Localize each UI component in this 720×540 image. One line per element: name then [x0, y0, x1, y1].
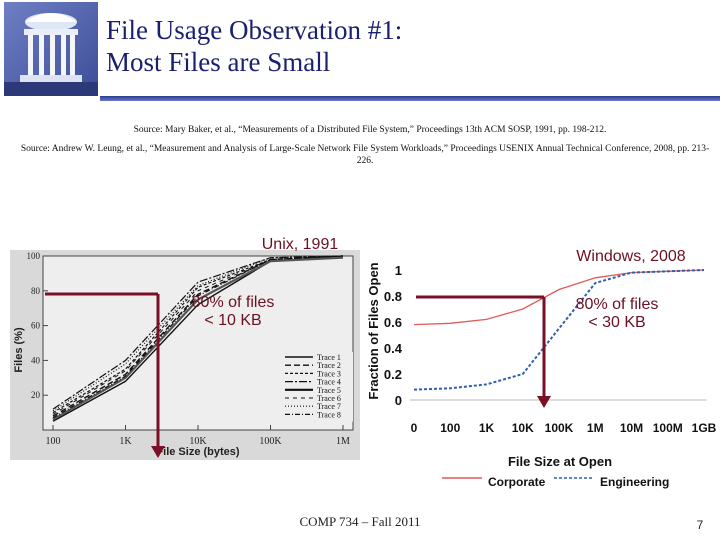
title-line-2: Most Files are Small — [106, 47, 331, 77]
x-tick-label: 100M — [653, 421, 683, 435]
unix-annotation-line-2: < 10 KB — [204, 312, 262, 329]
x-tick-label: 0 — [411, 421, 418, 435]
windows-annotation: 80% of files < 30 KB — [554, 296, 680, 332]
y-tick-label: 100 — [27, 251, 41, 261]
series-line — [413, 269, 705, 326]
legend-entry: Trace 5 — [317, 386, 341, 395]
x-tick-label: 100K — [259, 436, 282, 447]
y-axis-label: Fraction of Files Open — [366, 262, 381, 399]
legend-entry: Trace 3 — [317, 369, 341, 378]
legend-entry: Trace 1 — [317, 353, 341, 362]
unix-chart-label: Unix, 1991 — [261, 236, 339, 253]
x-tick-label: 1M — [336, 436, 350, 447]
y-axis-label: Files (%) — [13, 327, 25, 373]
page-number: 7 — [696, 518, 704, 532]
title-divider — [100, 96, 720, 101]
legend-entry: Engineering — [600, 475, 669, 489]
legend-box — [281, 352, 353, 422]
trace-line — [52, 255, 344, 415]
trace-line — [52, 255, 344, 417]
y-tick-label: 0 — [395, 393, 402, 408]
unix-annotation-line-1: 80% of files — [191, 294, 275, 311]
y-tick-label: 60 — [31, 321, 41, 331]
x-tick-label: 1K — [479, 421, 495, 435]
legend-entry: Trace 8 — [317, 410, 341, 419]
legend-entry: Corporate — [488, 475, 546, 489]
legend-entry: Trace 6 — [317, 394, 341, 403]
y-tick-label: 1 — [395, 263, 402, 278]
x-tick-label: 100K — [545, 421, 574, 435]
y-tick-label: 20 — [31, 390, 41, 400]
y-tick-label: 40 — [31, 355, 41, 365]
slide-title: File Usage Observation #1: Most Files ar… — [106, 14, 402, 78]
left-arrowhead — [151, 446, 165, 458]
source-citation-1: Source: Mary Baker, et al., “Measurement… — [133, 125, 607, 135]
trace-line — [52, 256, 344, 421]
y-tick-label: 0.2 — [384, 367, 402, 382]
right-arrowhead — [537, 396, 551, 408]
y-tick-label: 0.6 — [384, 315, 402, 330]
footer-course: COMP 734 – Fall 2011 — [299, 514, 421, 529]
legend-entry: Trace 4 — [317, 378, 341, 387]
windows-2008-chart: 0 0.2 0.4 0.6 0.8 1 0 100 1K 10K 100K 1M 10M 100M 1GB… — [366, 262, 717, 489]
x-tick-label: 1K — [119, 436, 132, 447]
x-axis-label: File Size (bytes) — [156, 446, 239, 458]
x-tick-label: 10K — [189, 436, 207, 447]
x-tick-label: 10K — [512, 421, 534, 435]
y-tick-label: 0.4 — [384, 341, 403, 356]
windows-annotation-line-1: 80% of files — [575, 296, 659, 313]
x-axis-label: File Size at Open — [508, 454, 612, 469]
y-tick-label: 0.8 — [384, 289, 402, 304]
x-tick-label: 1GB — [692, 421, 717, 435]
title-line-1: File Usage Observation #1: — [106, 15, 403, 45]
y-tick-label: 80 — [31, 286, 41, 296]
x-tick-label: 1M — [587, 421, 604, 435]
trace-line — [52, 255, 344, 419]
x-tick-label: 100 — [46, 436, 61, 447]
x-tick-label: 10M — [620, 421, 643, 435]
unix-annotation: 80% of files < 10 KB — [170, 294, 296, 330]
source-citation-2: Source: Andrew W. Leung, et al., “Measur… — [20, 144, 710, 166]
university-logo — [4, 2, 98, 96]
legend-entry: Trace 7 — [317, 402, 341, 411]
windows-annotation-line-2: < 30 KB — [588, 314, 646, 331]
windows-chart-label: Windows, 2008 — [576, 248, 686, 265]
x-tick-label: 100 — [440, 421, 460, 435]
legend-entry: Trace 2 — [317, 361, 341, 370]
trace-line — [52, 255, 344, 412]
